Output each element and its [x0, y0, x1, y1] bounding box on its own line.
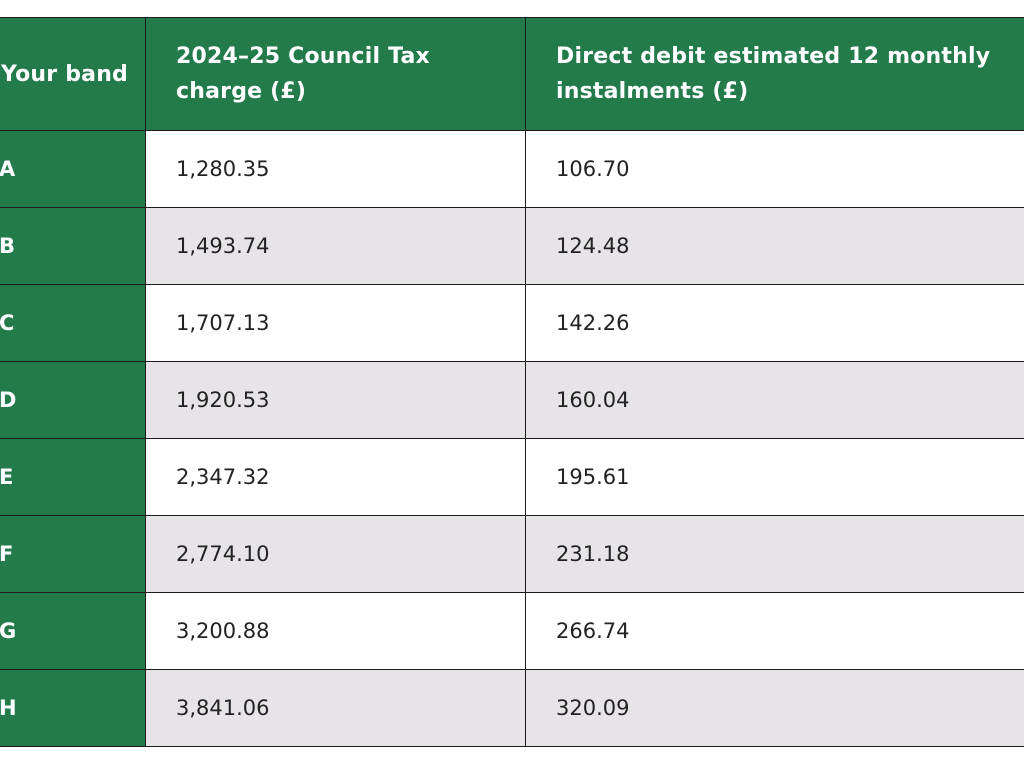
band-cell: A: [0, 130, 146, 208]
band-cell: C: [0, 284, 146, 362]
table-row: E 2,347.32 195.61: [0, 438, 1024, 516]
table-header: Your band 2024–25 Council Tax charge (£)…: [0, 17, 1024, 131]
instalment-cell: 142.26: [525, 284, 1024, 362]
instalment-cell: 231.18: [525, 515, 1024, 593]
band-cell: D: [0, 361, 146, 439]
instalment-cell: 266.74: [525, 592, 1024, 670]
charge-cell: 2,347.32: [145, 438, 526, 516]
band-cell: E: [0, 438, 146, 516]
table-body: A 1,280.35 106.70 B 1,493.74 124.48 C 1,…: [0, 130, 1024, 747]
table-row: C 1,707.13 142.26: [0, 284, 1024, 362]
instalment-cell: 124.48: [525, 207, 1024, 285]
charge-cell: 3,841.06: [145, 669, 526, 747]
header-council-tax-charge: 2024–25 Council Tax charge (£): [145, 17, 526, 131]
instalment-cell: 320.09: [525, 669, 1024, 747]
charge-cell: 1,280.35: [145, 130, 526, 208]
instalment-cell: 106.70: [525, 130, 1024, 208]
charge-cell: 3,200.88: [145, 592, 526, 670]
band-cell: H: [0, 669, 146, 747]
charge-cell: 1,707.13: [145, 284, 526, 362]
header-your-band: Your band: [0, 17, 146, 131]
table-row: H 3,841.06 320.09: [0, 669, 1024, 747]
instalment-cell: 160.04: [525, 361, 1024, 439]
charge-cell: 2,774.10: [145, 515, 526, 593]
charge-cell: 1,493.74: [145, 207, 526, 285]
band-cell: F: [0, 515, 146, 593]
band-cell: B: [0, 207, 146, 285]
table-row: B 1,493.74 124.48: [0, 207, 1024, 285]
table-row: F 2,774.10 231.18: [0, 515, 1024, 593]
table-row: D 1,920.53 160.04: [0, 361, 1024, 439]
charge-cell: 1,920.53: [145, 361, 526, 439]
table-row: G 3,200.88 266.74: [0, 592, 1024, 670]
header-row: Your band 2024–25 Council Tax charge (£)…: [0, 17, 1024, 131]
band-cell: G: [0, 592, 146, 670]
table-row: A 1,280.35 106.70: [0, 130, 1024, 208]
council-tax-table: Your band 2024–25 Council Tax charge (£)…: [0, 17, 1024, 747]
council-tax-table-container: Your band 2024–25 Council Tax charge (£)…: [0, 17, 1024, 747]
header-direct-debit-instalments: Direct debit estimated 12 monthly instal…: [525, 17, 1024, 131]
instalment-cell: 195.61: [525, 438, 1024, 516]
